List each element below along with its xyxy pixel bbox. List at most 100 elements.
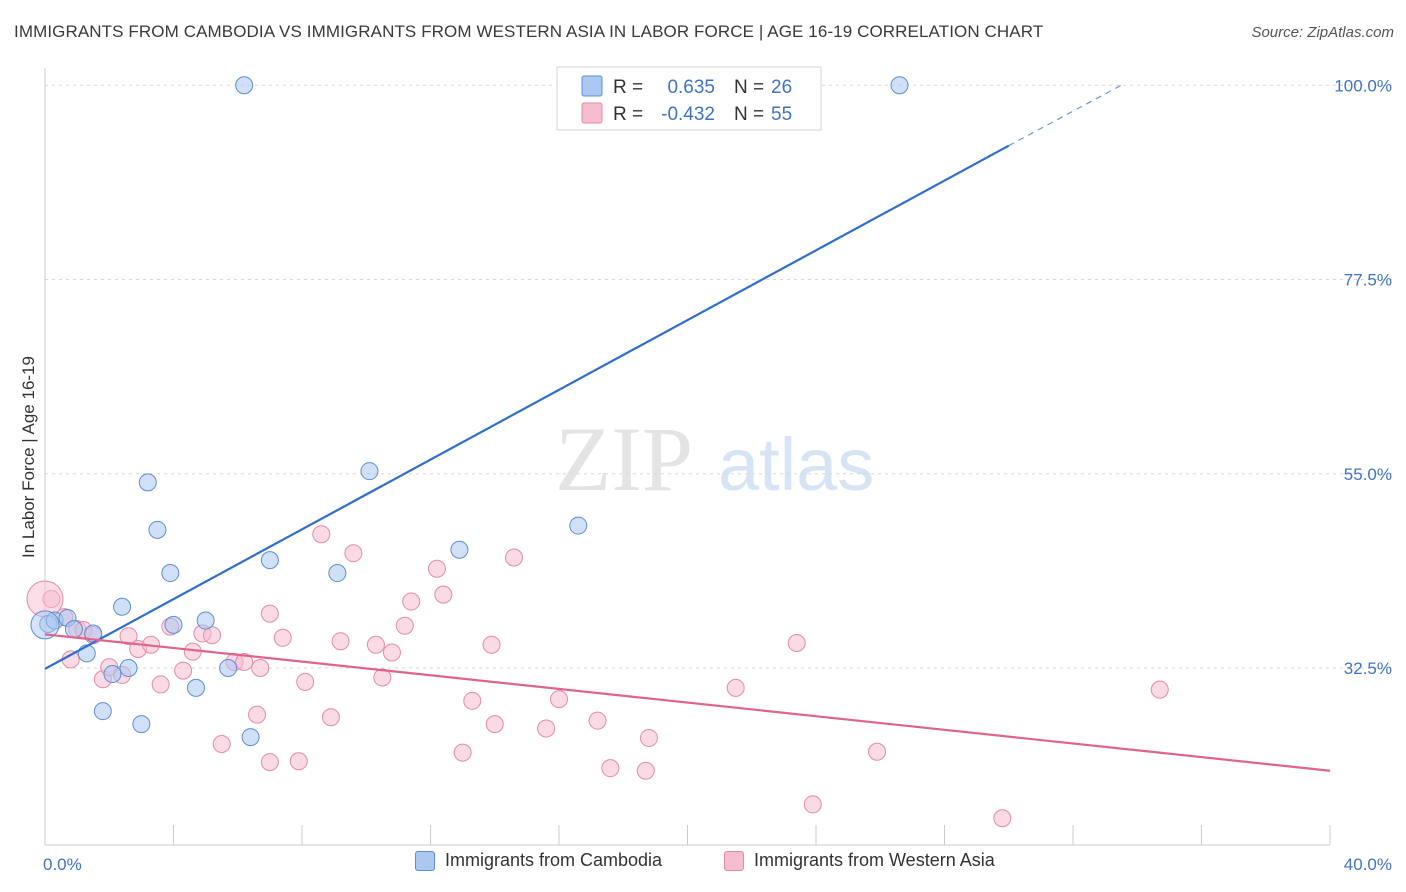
data-point-cambodia xyxy=(450,540,469,559)
legend-r-value-western-asia: -0.432 xyxy=(661,104,715,125)
legend-n-label-western-asia: N = xyxy=(734,104,764,125)
data-point-western-asia xyxy=(402,592,421,611)
data-point-western-asia xyxy=(453,743,472,762)
data-point-western-asia xyxy=(289,752,308,771)
legend-swatch-cambodia xyxy=(581,75,603,97)
trend-lines xyxy=(44,84,1331,772)
data-point-cambodia xyxy=(64,620,83,639)
data-point-western-asia xyxy=(260,604,279,623)
data-point-western-asia xyxy=(312,525,331,544)
data-point-cambodia xyxy=(148,520,167,539)
data-point-western-asia xyxy=(235,652,254,671)
source-credit: Source: ZipAtlas.com xyxy=(1251,24,1394,41)
data-point-cambodia xyxy=(164,615,183,634)
legend-r-label-western-asia: R = xyxy=(613,104,643,125)
bottom-legend: Immigrants from Cambodia Immigrants from… xyxy=(0,850,1406,880)
data-point-cambodia xyxy=(328,564,347,583)
data-point-western-asia xyxy=(550,690,568,709)
x-ticks xyxy=(44,825,1331,845)
gridlines xyxy=(45,84,1392,669)
data-point-western-asia xyxy=(601,759,620,778)
series-western-asia-points xyxy=(26,525,1169,828)
data-point-cambodia xyxy=(890,76,909,95)
trend-line-western-asia xyxy=(44,633,1331,772)
data-point-western-asia xyxy=(588,711,607,730)
data-point-cambodia xyxy=(103,665,122,684)
data-point-western-asia xyxy=(119,627,138,646)
bottom-legend-label-cambodia: Immigrants from Cambodia xyxy=(445,850,663,870)
data-point-cambodia xyxy=(93,702,112,721)
data-point-western-asia xyxy=(463,691,482,710)
y-tick-label: 77.5% xyxy=(1344,271,1392,290)
data-point-western-asia xyxy=(993,809,1012,828)
data-point-western-asia xyxy=(537,719,556,738)
series-cambodia-points xyxy=(30,76,909,747)
data-point-western-asia xyxy=(434,585,453,604)
bottom-legend-swatch-cambodia xyxy=(415,850,435,871)
bottom-legend-item-western-asia: Immigrants from Western Asia xyxy=(724,850,995,871)
y-axis-title: In Labor Force | Age 16-19 xyxy=(19,356,38,558)
data-point-western-asia xyxy=(296,672,315,691)
data-point-cambodia xyxy=(219,659,238,678)
data-point-western-asia xyxy=(787,633,806,652)
data-point-cambodia xyxy=(235,76,254,95)
data-point-western-asia xyxy=(395,616,414,635)
bottom-legend-swatch-western-asia xyxy=(724,850,744,871)
data-point-western-asia xyxy=(373,668,392,687)
y-tick-label: 55.0% xyxy=(1344,465,1392,484)
y-tick-label: 100.0% xyxy=(1334,76,1392,95)
data-point-western-asia xyxy=(251,659,270,678)
data-point-western-asia xyxy=(331,632,350,651)
chart-title: IMMIGRANTS FROM CAMBODIA VS IMMIGRANTS F… xyxy=(14,22,1044,41)
legend-n-label-cambodia: N = xyxy=(734,77,764,98)
legend-r-label-cambodia: R = xyxy=(613,77,643,98)
data-point-cambodia xyxy=(196,611,215,630)
data-point-western-asia xyxy=(273,628,292,647)
data-point-cambodia xyxy=(241,728,260,747)
watermark: ZIP atlas xyxy=(555,408,874,510)
data-point-western-asia xyxy=(639,728,658,747)
bottom-legend-label-western-asia: Immigrants from Western Asia xyxy=(754,850,995,870)
data-point-cambodia-cluster xyxy=(30,610,60,640)
data-point-western-asia xyxy=(260,753,279,772)
data-point-western-asia xyxy=(485,715,504,734)
data-point-western-asia xyxy=(803,795,822,814)
data-point-western-asia xyxy=(427,559,446,578)
data-point-western-asia xyxy=(151,675,170,694)
data-point-cambodia xyxy=(119,659,138,678)
x-tick-label-min: 0.0% xyxy=(43,855,82,874)
data-point-cambodia xyxy=(113,597,132,616)
legend-n-value-western-asia: 55 xyxy=(771,104,792,125)
bottom-legend-item-cambodia: Immigrants from Cambodia xyxy=(415,850,662,871)
data-point-western-asia xyxy=(321,708,340,727)
legend-swatch-western-asia xyxy=(581,102,603,124)
data-point-western-asia xyxy=(1150,680,1169,699)
data-point-western-asia xyxy=(174,661,193,680)
data-point-cambodia xyxy=(569,516,588,535)
y-tick-labels: 32.5% 55.0% 77.5% 100.0% xyxy=(1334,76,1392,678)
data-point-cambodia xyxy=(138,473,157,492)
data-point-western-asia xyxy=(482,635,501,654)
watermark-atlas: atlas xyxy=(718,423,874,506)
data-point-western-asia xyxy=(366,635,385,654)
data-point-cambodia xyxy=(132,715,151,734)
trend-line-cambodia xyxy=(44,144,1010,670)
legend-box: R = 0.635 N = 26 R = -0.432 N = 55 xyxy=(556,66,822,131)
data-point-western-asia xyxy=(382,643,401,662)
legend-r-value-cambodia: 0.635 xyxy=(667,77,715,98)
data-point-cambodia xyxy=(360,462,379,481)
data-point-cambodia xyxy=(186,678,205,697)
data-point-western-asia xyxy=(726,678,745,697)
data-point-cambodia xyxy=(260,551,279,570)
legend-n-value-cambodia: 26 xyxy=(771,77,792,98)
data-point-western-asia xyxy=(344,544,363,563)
x-tick-label-max: 40.0% xyxy=(1344,855,1392,874)
trend-line-cambodia-extension xyxy=(1008,84,1122,147)
data-point-cambodia xyxy=(161,564,180,583)
watermark-zip: ZIP xyxy=(555,408,693,510)
data-point-western-asia xyxy=(636,761,655,780)
data-point-western-asia xyxy=(505,548,524,567)
data-point-western-asia xyxy=(868,742,887,761)
data-point-western-asia xyxy=(212,734,231,753)
